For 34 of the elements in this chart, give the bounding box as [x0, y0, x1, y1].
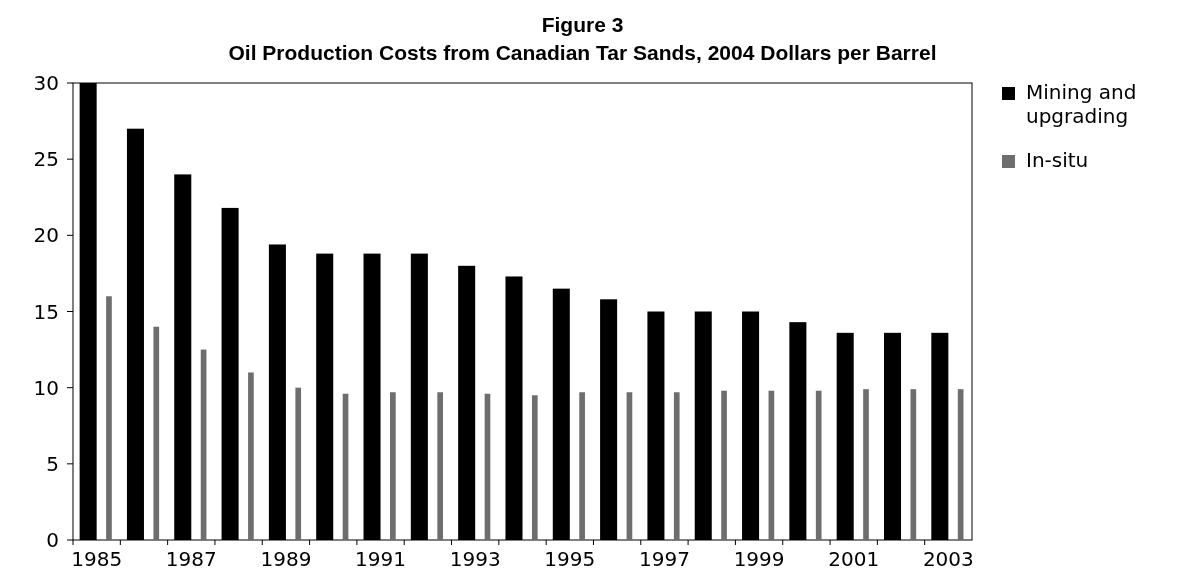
x-tick-label: 1989: [260, 547, 312, 571]
bar: [910, 389, 917, 540]
y-tick-label: 15: [33, 299, 59, 324]
y-tick-label: 25: [33, 147, 59, 172]
x-tick-label: 1995: [544, 547, 596, 571]
bar: [437, 392, 444, 540]
bar: [815, 390, 822, 540]
y-tick-label: 0: [46, 528, 59, 552]
y-tick-label: 5: [46, 451, 59, 476]
bar: [390, 392, 396, 540]
chart-title: Figure 3: [541, 13, 624, 36]
bar: [106, 296, 112, 540]
bar: [295, 387, 302, 540]
x-tick-label: 1993: [449, 547, 501, 571]
y-tick-label: 30: [33, 71, 59, 95]
x-tick-label: 1997: [638, 547, 690, 571]
bar: [153, 326, 160, 540]
y-tick-label: 20: [33, 223, 59, 248]
bar: [863, 389, 869, 540]
x-tick-label: 1987: [165, 547, 217, 571]
x-tick-label: 1985: [71, 547, 123, 571]
x-tick-label: 2001: [828, 547, 880, 571]
bar: [531, 395, 538, 540]
x-tick-label: 1991: [355, 547, 407, 571]
bar: [248, 372, 254, 540]
bar: [721, 390, 727, 540]
legend-label: In-situ: [1026, 148, 1089, 172]
x-tick-label: 1999: [733, 547, 785, 571]
y-tick-label: 10: [33, 375, 59, 400]
legend-label: Mining and upgrading: [1026, 80, 1137, 128]
chart-subtitle: Oil Production Costs from Canadian Tar Sands, 2004 Dollars per Barrel: [228, 41, 937, 64]
bar: [673, 392, 680, 540]
bar: [579, 392, 585, 540]
x-tick-label: 2003: [922, 547, 974, 571]
